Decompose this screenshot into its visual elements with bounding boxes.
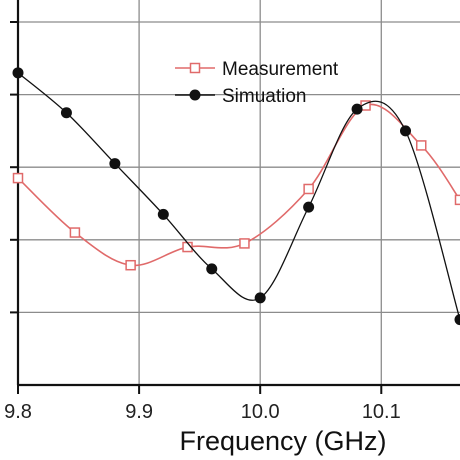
legend-marker	[189, 62, 201, 74]
data-point	[109, 158, 121, 170]
data-point	[69, 227, 81, 238]
data-point	[125, 259, 136, 271]
data-point	[454, 194, 460, 206]
series-layer	[12, 67, 460, 326]
tick-labels: 9.8 9.9 10.0 10.1	[4, 401, 401, 423]
legend: Measurement Simuation	[175, 59, 339, 107]
data-point	[454, 314, 460, 326]
axes	[10, 0, 460, 394]
data-point	[254, 292, 266, 304]
data-point	[60, 107, 72, 119]
x-tick-label: 9.9	[125, 401, 153, 423]
data-point	[303, 183, 314, 195]
legend-marker	[189, 89, 201, 101]
data-point	[239, 238, 250, 249]
x-tick-label: 10.1	[362, 401, 401, 423]
legend-item: Simuation	[175, 86, 307, 107]
legend-label: Simuation	[222, 86, 307, 107]
data-point	[400, 125, 412, 137]
data-point	[303, 201, 315, 213]
legend-label: Measurement	[222, 59, 339, 80]
data-point	[415, 140, 427, 151]
legend-item: Measurement	[175, 59, 339, 80]
data-point	[12, 67, 24, 79]
series-simuation	[12, 67, 460, 326]
data-point	[351, 103, 363, 115]
x-axis-title: Frequency (GHz)	[179, 426, 386, 456]
data-point	[12, 172, 24, 184]
data-point	[206, 263, 218, 275]
x-tick-label: 9.8	[4, 401, 32, 423]
x-tick-label: 10.0	[241, 401, 280, 423]
data-point	[157, 208, 169, 220]
